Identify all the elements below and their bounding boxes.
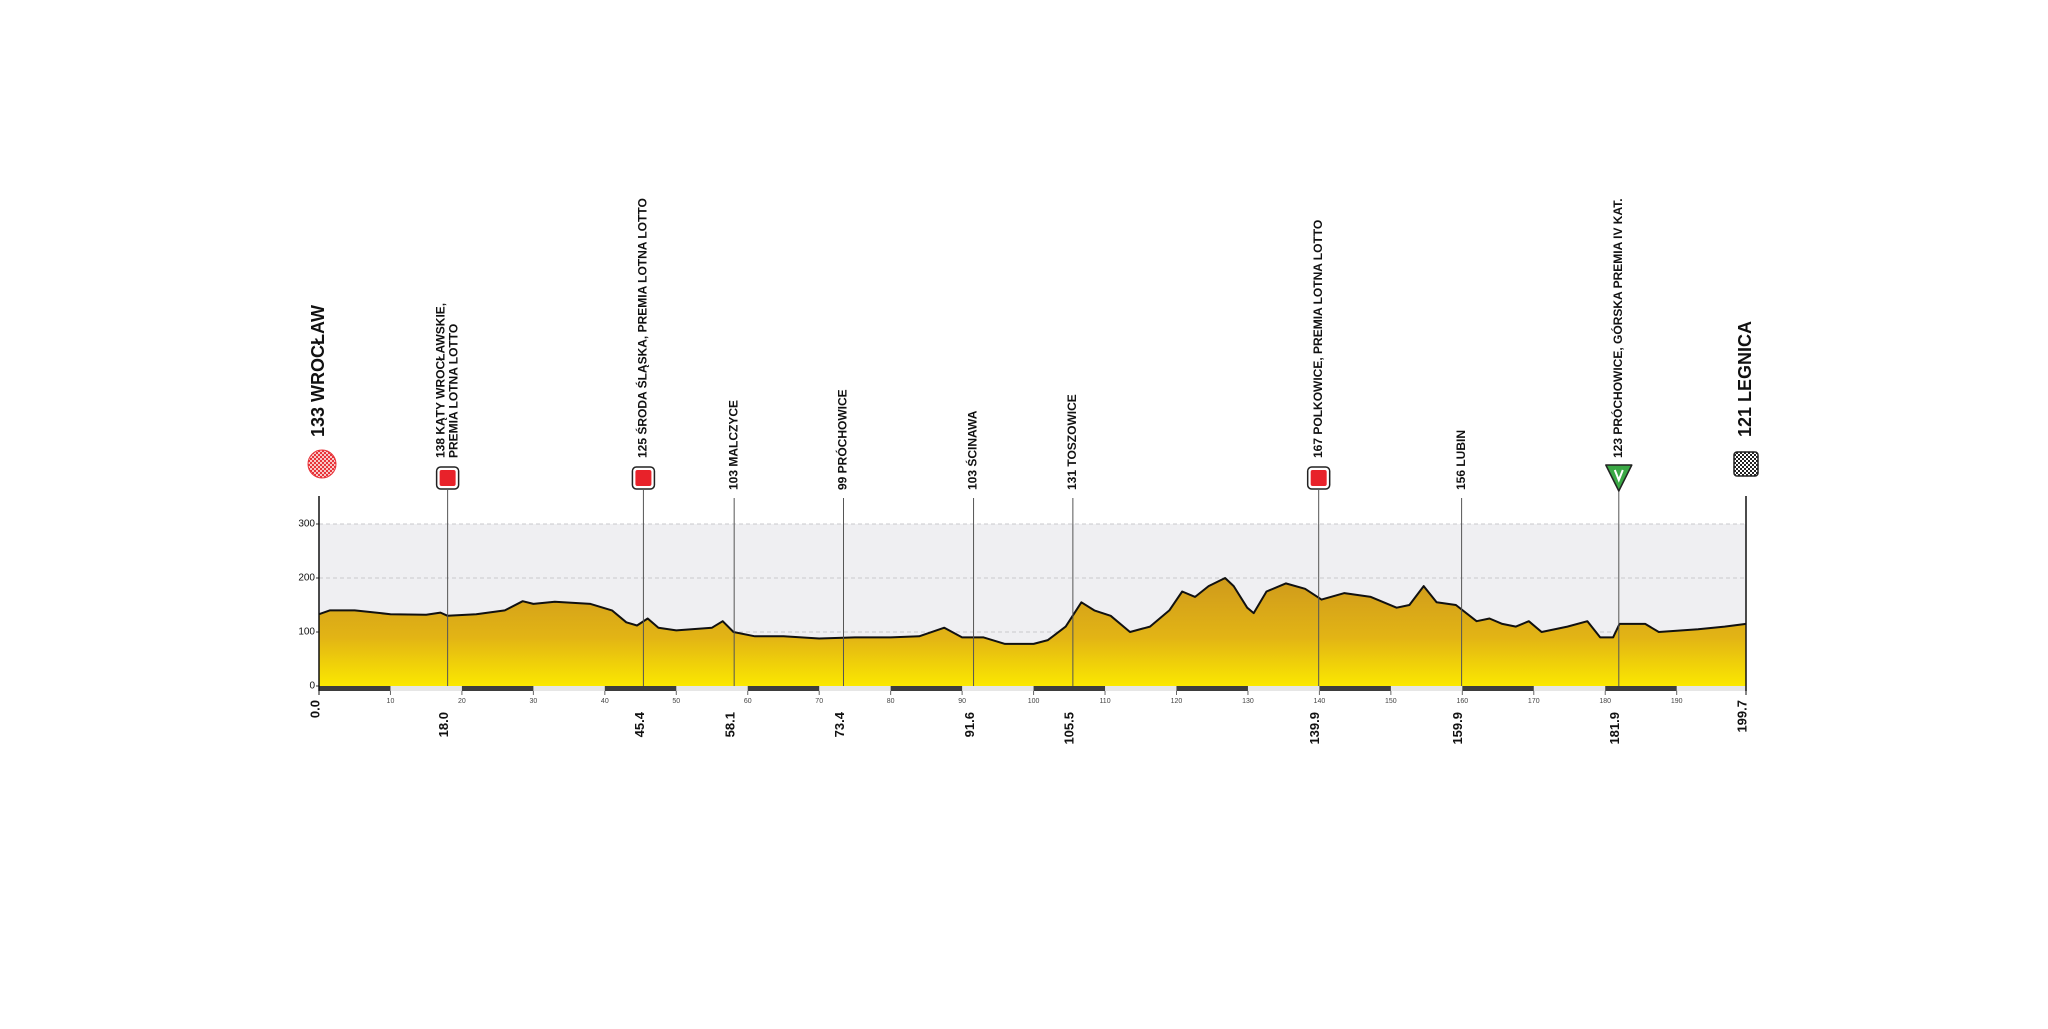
checkpoint-km: 45.4 [632, 711, 647, 737]
x-tick-label: 110 [1099, 698, 1110, 705]
x-tick-label: 160 [1456, 698, 1468, 705]
checkpoint-name: 125 ŚRODA ŚLĄSKA, PREMIA LOTNA LOTTO [635, 198, 650, 458]
x-tick-label: 140 [1314, 698, 1326, 705]
x-tick-label: 50 [672, 698, 680, 705]
checkpoint-km: 73.4 [832, 711, 847, 737]
x-tick-label: 20 [458, 698, 466, 705]
km-strip [319, 686, 1746, 691]
x-tick-label: 150 [1385, 698, 1397, 705]
x-tick-label: 120 [1171, 698, 1183, 705]
km-stripe [1462, 686, 1534, 691]
km-stripe [747, 686, 820, 691]
km-stripe [1033, 686, 1106, 691]
checkpoint-km: 105.5 [1061, 712, 1076, 745]
x-tick-label: 130 [1242, 698, 1254, 705]
mountain-marker-v [1613, 469, 1624, 483]
checkpoint-name: 99 PRÓCHOWICE [835, 389, 850, 490]
start-km: 0.0 [307, 700, 322, 718]
checkpoint-name: 103 ŚCINAWA [965, 410, 980, 490]
checkpoint-name: 167 POLKOWICE, PREMIA LOTNA LOTTO [1311, 220, 1325, 458]
x-tick-label: 40 [601, 698, 609, 705]
checkpoint-km: 139.9 [1307, 712, 1322, 745]
x-tick-label: 180 [1599, 698, 1611, 705]
km-stripe [1605, 686, 1677, 691]
y-tick-label: 0 [309, 681, 315, 692]
y-tick-label: 100 [298, 627, 315, 638]
start-icon [307, 449, 337, 479]
km-stripe [461, 686, 534, 691]
sprint-marker-inner [635, 470, 652, 486]
checkpoint-name: 123 PRÓCHOWICE, GÓRSKA PREMIA IV KAT. [1610, 198, 1625, 458]
km-stripe [1176, 686, 1248, 691]
checkpoint-name: 131 TOSZOWICE [1065, 394, 1079, 490]
x-tick-label: 80 [887, 698, 895, 705]
km-stripe [890, 686, 963, 691]
x-tick-label: 190 [1671, 698, 1683, 705]
elevation-line [318, 577, 1747, 645]
x-tick-label: 30 [529, 698, 537, 705]
sprint-marker-inner [439, 470, 456, 486]
checkpoint-name: 103 MALCZYCE [726, 400, 740, 490]
finish-name: 121 LEGNICA [1735, 321, 1755, 437]
x-tick-label: 70 [815, 698, 823, 705]
y-tick-label: 300 [298, 519, 315, 530]
checkpoint-km: 18.0 [436, 712, 451, 737]
x-tick-label: 90 [958, 698, 966, 705]
finish-icon [1733, 451, 1759, 477]
checkpoint-km: 159.9 [1450, 712, 1465, 745]
checkpoint-km: 58.1 [723, 712, 738, 737]
km-stripe [604, 686, 677, 691]
x-tick-label: 100 [1028, 698, 1040, 705]
checkpoint-name: 138 KĄTY WROCŁAWSKIE, [433, 303, 447, 458]
finish-km: 199.7 [1734, 700, 1749, 733]
checkpoint-km: 91.6 [962, 712, 977, 737]
x-tick-label: 10 [387, 698, 395, 705]
checkpoint-km: 181.9 [1607, 712, 1622, 745]
km-stripe [1319, 686, 1391, 691]
checkpoint-name: 156 LUBIN [1454, 430, 1468, 490]
x-tick-label: 170 [1528, 698, 1540, 705]
start-name: 133 WROCŁAW [308, 305, 328, 437]
checkpoint-name: PREMIA LOTNA LOTTO [446, 324, 460, 458]
sprint-marker-inner [1310, 470, 1327, 486]
km-stripe [319, 686, 391, 691]
y-tick-label: 200 [298, 573, 315, 584]
x-tick-label: 60 [744, 698, 752, 705]
